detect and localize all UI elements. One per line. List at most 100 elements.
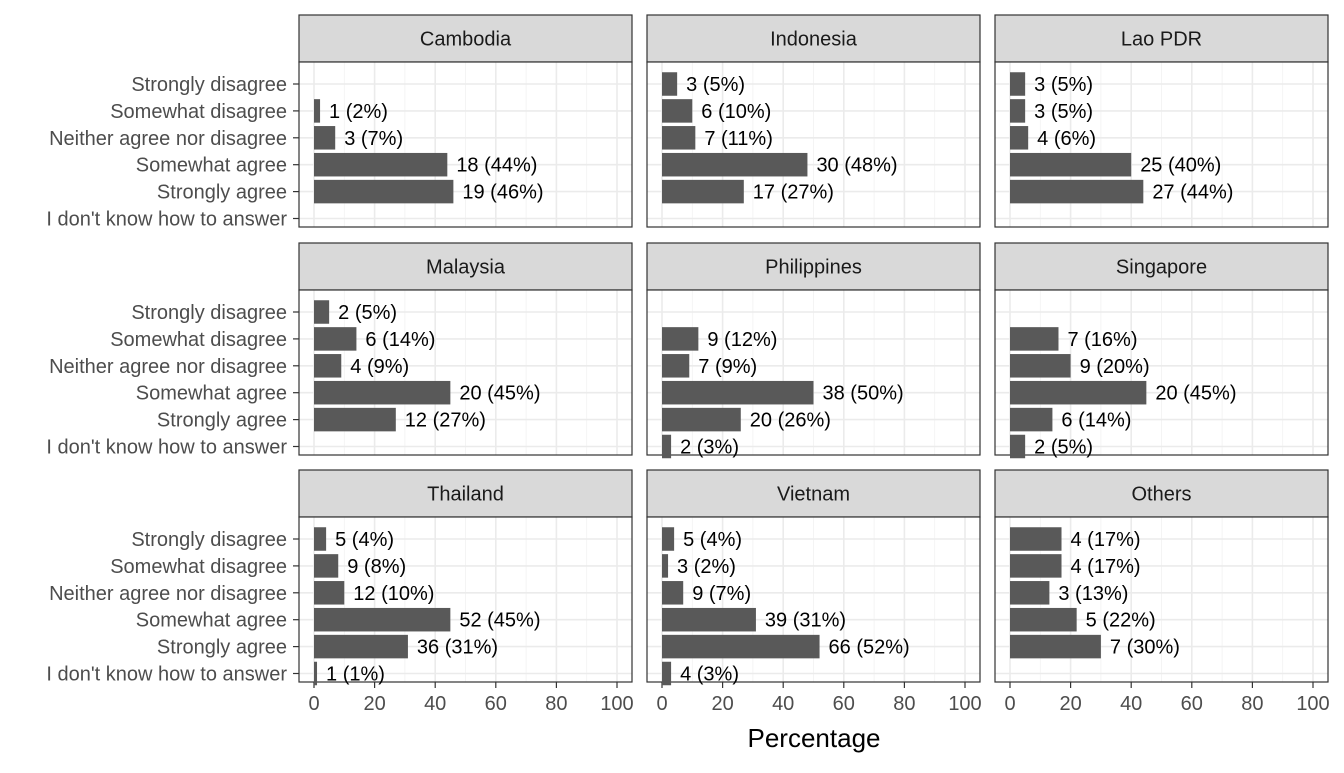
data-label-lao-pdr-neither-agree-nor-disagree: 4 (6%) bbox=[1037, 128, 1096, 150]
data-label-indonesia-neither-agree-nor-disagree: 7 (11%) bbox=[704, 128, 773, 150]
y-tick-label-somewhat-agree: Somewhat agree bbox=[136, 610, 287, 632]
y-tick-label-i-don-t-know-how-to-answer: I don't know how to answer bbox=[46, 664, 287, 686]
bar-others-somewhat-disagree bbox=[1010, 554, 1062, 578]
data-label-vietnam-strongly-disagree: 5 (4%) bbox=[683, 529, 742, 551]
bar-indonesia-strongly-agree bbox=[662, 179, 744, 204]
y-tick-label-strongly-agree: Strongly agree bbox=[157, 637, 287, 659]
data-label-thailand-strongly-disagree: 5 (4%) bbox=[335, 529, 394, 551]
bar-philippines-i-don-t-know-how-to-answer bbox=[662, 434, 672, 459]
panel-border-lao-pdr bbox=[994, 61, 1329, 228]
data-label-lao-pdr-somewhat-disagree: 3 (5%) bbox=[1034, 101, 1093, 123]
data-label-cambodia-somewhat-agree: 18 (44%) bbox=[456, 155, 537, 177]
bar-thailand-neither-agree-nor-disagree bbox=[314, 581, 345, 605]
panel-border-cambodia bbox=[298, 61, 633, 228]
x-tick-label-0: 0 bbox=[656, 693, 667, 715]
facet-title-singapore: Singapore bbox=[1116, 257, 1207, 279]
data-label-lao-pdr-strongly-disagree: 3 (5%) bbox=[1034, 74, 1093, 96]
bar-philippines-somewhat-agree bbox=[662, 380, 814, 405]
panel-border-thailand bbox=[298, 516, 633, 683]
data-label-vietnam-somewhat-disagree: 3 (2%) bbox=[677, 556, 736, 578]
y-tick-label-somewhat-disagree: Somewhat disagree bbox=[110, 101, 287, 123]
bar-cambodia-strongly-agree bbox=[314, 179, 454, 204]
data-label-thailand-strongly-agree: 36 (31%) bbox=[417, 637, 498, 659]
x-tick-label-80: 80 bbox=[893, 693, 915, 715]
y-tick-label-strongly-disagree: Strongly disagree bbox=[131, 529, 287, 551]
facet-strip-malaysia bbox=[298, 242, 633, 291]
bar-lao-pdr-strongly-disagree bbox=[1010, 72, 1026, 96]
data-label-philippines-i-don-t-know-how-to-answer: 2 (3%) bbox=[680, 437, 739, 459]
facet-title-others: Others bbox=[1131, 484, 1191, 506]
panel-border-singapore bbox=[994, 289, 1329, 456]
bar-thailand-i-don-t-know-how-to-answer bbox=[314, 661, 318, 686]
panel-border-others bbox=[994, 516, 1329, 683]
data-label-vietnam-strongly-agree: 66 (52%) bbox=[829, 637, 910, 659]
data-label-malaysia-strongly-disagree: 2 (5%) bbox=[338, 302, 397, 324]
data-label-others-somewhat-agree: 5 (22%) bbox=[1086, 610, 1156, 632]
bar-singapore-strongly-agree bbox=[1010, 407, 1053, 432]
data-label-indonesia-somewhat-agree: 30 (48%) bbox=[816, 155, 897, 177]
x-tick-label-60: 60 bbox=[833, 693, 855, 715]
bar-others-strongly-agree bbox=[1010, 634, 1101, 659]
bar-vietnam-i-don-t-know-how-to-answer bbox=[662, 661, 672, 686]
bar-malaysia-somewhat-disagree bbox=[314, 327, 357, 351]
bar-singapore-neither-agree-nor-disagree bbox=[1010, 354, 1071, 378]
data-label-others-strongly-disagree: 4 (17%) bbox=[1071, 529, 1141, 551]
y-tick-label-i-don-t-know-how-to-answer: I don't know how to answer bbox=[46, 209, 287, 231]
data-label-thailand-i-don-t-know-how-to-answer: 1 (1%) bbox=[326, 664, 385, 686]
data-label-vietnam-i-don-t-know-how-to-answer: 4 (3%) bbox=[680, 664, 739, 686]
panel-border-indonesia bbox=[646, 61, 981, 228]
data-label-singapore-i-don-t-know-how-to-answer: 2 (5%) bbox=[1034, 437, 1093, 459]
data-label-others-somewhat-disagree: 4 (17%) bbox=[1071, 556, 1141, 578]
x-tick-label-60: 60 bbox=[1181, 693, 1203, 715]
bar-lao-pdr-somewhat-agree bbox=[1010, 152, 1132, 177]
data-label-philippines-somewhat-disagree: 9 (12%) bbox=[707, 329, 777, 351]
data-label-indonesia-somewhat-disagree: 6 (10%) bbox=[701, 101, 771, 123]
x-tick-label-20: 20 bbox=[711, 693, 733, 715]
panel-border-philippines bbox=[646, 289, 981, 456]
y-tick-label-strongly-agree: Strongly agree bbox=[157, 410, 287, 432]
data-label-thailand-somewhat-agree: 52 (45%) bbox=[459, 610, 540, 632]
bar-indonesia-somewhat-disagree bbox=[662, 99, 693, 123]
bar-philippines-somewhat-disagree bbox=[662, 327, 699, 351]
facet-title-thailand: Thailand bbox=[427, 484, 504, 506]
data-label-singapore-strongly-agree: 6 (14%) bbox=[1061, 410, 1131, 432]
bar-malaysia-neither-agree-nor-disagree bbox=[314, 354, 342, 378]
data-label-indonesia-strongly-agree: 17 (27%) bbox=[753, 182, 834, 204]
bar-philippines-neither-agree-nor-disagree bbox=[662, 354, 690, 378]
text-layer: Cambodia 1 (2%) 3 (7%) 18 (44%) 19 (46%) Stro… bbox=[46, 29, 1329, 716]
data-label-philippines-neither-agree-nor-disagree: 7 (9%) bbox=[698, 356, 757, 378]
panel-border-vietnam bbox=[646, 516, 981, 683]
bar-vietnam-strongly-disagree bbox=[662, 527, 675, 551]
x-tick-label-40: 40 bbox=[772, 693, 794, 715]
bar-philippines-strongly-agree bbox=[662, 407, 741, 432]
x-tick-label-0: 0 bbox=[308, 693, 319, 715]
bar-cambodia-neither-agree-nor-disagree bbox=[314, 126, 336, 150]
data-label-thailand-neither-agree-nor-disagree: 12 (10%) bbox=[353, 583, 434, 605]
data-label-vietnam-somewhat-agree: 39 (31%) bbox=[765, 610, 846, 632]
y-tick-label-strongly-disagree: Strongly disagree bbox=[131, 302, 287, 324]
facet-title-indonesia: Indonesia bbox=[770, 29, 858, 51]
x-tick-label-80: 80 bbox=[1241, 693, 1263, 715]
facet-strip-others bbox=[994, 469, 1329, 518]
data-label-thailand-somewhat-disagree: 9 (8%) bbox=[347, 556, 406, 578]
x-tick-label-0: 0 bbox=[1004, 693, 1015, 715]
x-tick-label-60: 60 bbox=[485, 693, 507, 715]
facet-title-lao-pdr: Lao PDR bbox=[1121, 29, 1202, 51]
bar-thailand-somewhat-disagree bbox=[314, 554, 339, 578]
data-label-singapore-neither-agree-nor-disagree: 9 (20%) bbox=[1080, 356, 1150, 378]
bar-singapore-somewhat-agree bbox=[1010, 380, 1147, 405]
data-label-vietnam-neither-agree-nor-disagree: 9 (7%) bbox=[692, 583, 751, 605]
facet-strip-vietnam bbox=[646, 469, 981, 518]
facet-strip-indonesia bbox=[646, 14, 981, 63]
bar-lao-pdr-neither-agree-nor-disagree bbox=[1010, 126, 1029, 150]
y-tick-label-strongly-disagree: Strongly disagree bbox=[131, 74, 287, 96]
y-tick-label-i-don-t-know-how-to-answer: I don't know how to answer bbox=[46, 437, 287, 459]
bar-others-strongly-disagree bbox=[1010, 527, 1062, 551]
bar-thailand-somewhat-agree bbox=[314, 607, 451, 632]
y-tick-label-somewhat-agree: Somewhat agree bbox=[136, 155, 287, 177]
panel-border-malaysia bbox=[298, 289, 633, 456]
data-label-malaysia-somewhat-disagree: 6 (14%) bbox=[365, 329, 435, 351]
y-tick-label-neither-agree-nor-disagree: Neither agree nor disagree bbox=[49, 583, 287, 605]
y-tick-label-somewhat-disagree: Somewhat disagree bbox=[110, 329, 287, 351]
